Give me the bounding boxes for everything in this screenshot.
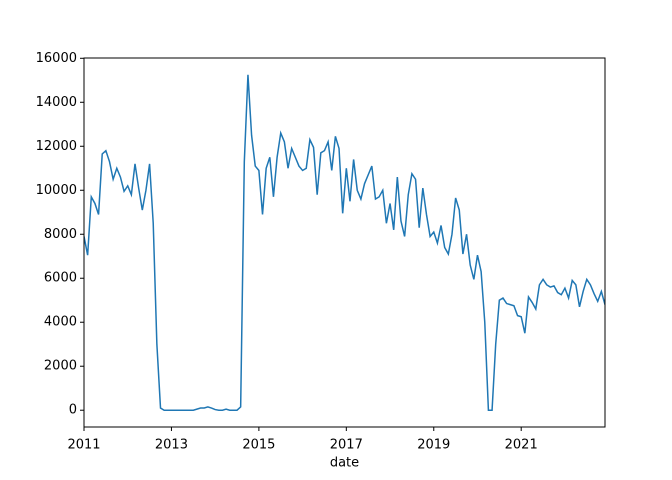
- y-tick-label: 0: [69, 403, 77, 418]
- y-tick-label: 8000: [44, 227, 77, 242]
- x-axis-label: date: [330, 456, 359, 471]
- x-tick-label: 2011: [67, 438, 100, 453]
- x-tick-label: 2015: [242, 438, 275, 453]
- x-tick-label: 2017: [330, 438, 363, 453]
- y-tick-label: 6000: [44, 271, 77, 286]
- y-tick-label: 12000: [36, 139, 77, 154]
- plot-frame: [83, 57, 606, 428]
- y-tick-label: 4000: [44, 315, 77, 330]
- data-line: [84, 74, 605, 411]
- y-tick-label: 10000: [36, 183, 77, 198]
- x-tick-label: 2019: [417, 438, 450, 453]
- y-tick-label: 14000: [36, 95, 77, 110]
- x-tick-label: 2021: [505, 438, 538, 453]
- y-tick-label: 2000: [44, 359, 77, 374]
- x-tick-label: 2013: [155, 438, 188, 453]
- y-tick-label: 16000: [36, 51, 77, 66]
